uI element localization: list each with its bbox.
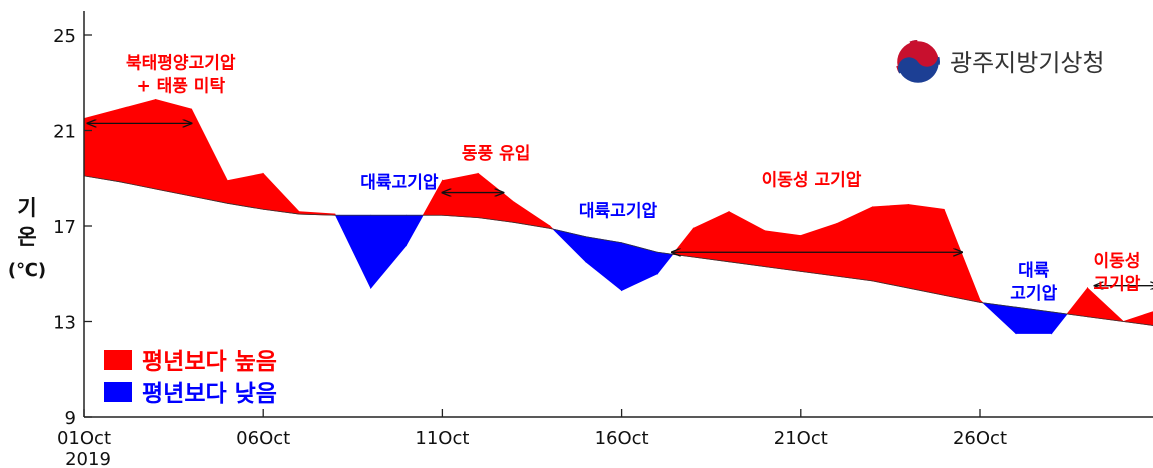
legend-swatch-below	[104, 382, 132, 402]
y-tick-label: 17	[53, 217, 76, 238]
x-tick-label: 26Oct	[953, 428, 1007, 449]
y-axis-label-2: 온	[17, 225, 36, 249]
annotation-label: + 태풍 미탁	[136, 76, 225, 96]
area-below-normal	[370, 214, 407, 290]
annotation-label: 동풍 유입	[462, 144, 530, 164]
area-below-normal	[406, 214, 424, 247]
area-above-normal	[1066, 286, 1088, 318]
area-above-normal	[84, 108, 121, 183]
area-below-normal	[621, 242, 658, 292]
x-ticks: 01Oct 06Oct 11Oct 16Oct 21Oct 26Oct	[57, 409, 1007, 449]
area-above-normal	[191, 108, 228, 204]
area-above-normal	[441, 172, 479, 219]
area-above-normal	[155, 98, 192, 197]
annotation-label: 이동성 고기압	[762, 169, 862, 190]
legend-swatch-above	[104, 350, 132, 370]
area-above-normal	[477, 172, 515, 223]
y-tick-label: 25	[53, 26, 76, 47]
legend-label-below: 평년보다 낮음	[142, 381, 277, 407]
area-above-normal	[513, 201, 551, 229]
year-label: 2019	[65, 449, 111, 468]
x-tick-label: 06Oct	[236, 428, 290, 449]
legend: 평년보다 높음 평년보다 낮음	[104, 349, 277, 407]
legend-label-above: 평년보다 높음	[142, 349, 277, 375]
x-tick-label: 11Oct	[415, 428, 469, 449]
kma-taegeuk-icon	[894, 38, 942, 86]
kma-logo: 광주지방기상청	[894, 38, 1105, 86]
area-below-normal	[981, 302, 1017, 335]
area-below-normal	[551, 228, 587, 263]
area-above-normal	[800, 223, 838, 277]
annotation-label: 이동성	[1094, 252, 1141, 272]
annotation-label: 대륙고기압	[579, 200, 658, 221]
y-axis-label-1: 기	[17, 196, 36, 220]
area-above-normal	[728, 211, 766, 268]
annotation-label: 고기압	[1094, 274, 1141, 295]
area-above-normal	[836, 206, 873, 282]
area-above-normal	[119, 98, 157, 190]
area-above-normal	[943, 209, 981, 303]
area-above-normal	[764, 230, 802, 272]
area-above-normal	[692, 211, 730, 263]
logo-text: 광주지방기상청	[950, 49, 1105, 77]
area-below-normal	[585, 236, 622, 292]
x-tick-label: 01Oct	[57, 428, 111, 449]
area-below-normal	[1051, 311, 1068, 335]
y-tick-label: 21	[53, 122, 76, 143]
annotation-label: 대륙	[1018, 261, 1050, 281]
y-tick-label: 9	[65, 408, 76, 429]
area-above-normal	[872, 204, 909, 289]
area-above-normal	[262, 172, 300, 215]
x-tick-label: 21Oct	[774, 428, 828, 449]
area-below-normal	[657, 251, 674, 275]
normal-line	[84, 175, 1153, 326]
x-tick-label: 16Oct	[595, 428, 649, 449]
temperature-areas	[84, 98, 1153, 335]
y-axis-label-3: (℃)	[8, 260, 46, 281]
annotation-arrows	[88, 123, 1153, 285]
annotation-label: 북태평양고기압	[126, 52, 236, 73]
y-tick-label: 13	[53, 313, 76, 334]
area-above-normal	[907, 204, 945, 296]
y-ticks: 9 13 17 21 25	[53, 26, 92, 429]
annotation-label: 고기압	[1010, 283, 1057, 304]
annotation-label: 대륙고기압	[360, 172, 439, 193]
area-below-normal	[334, 214, 372, 289]
